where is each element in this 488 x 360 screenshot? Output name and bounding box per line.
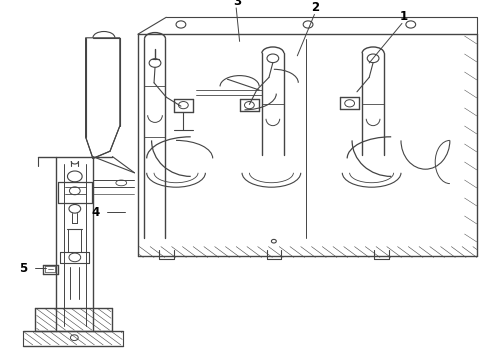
Polygon shape (85, 38, 120, 158)
Text: 2: 2 (311, 1, 319, 14)
Text: 3: 3 (233, 0, 241, 8)
Text: 1: 1 (399, 10, 407, 23)
Text: 5: 5 (20, 262, 27, 275)
Text: 4: 4 (91, 206, 99, 219)
